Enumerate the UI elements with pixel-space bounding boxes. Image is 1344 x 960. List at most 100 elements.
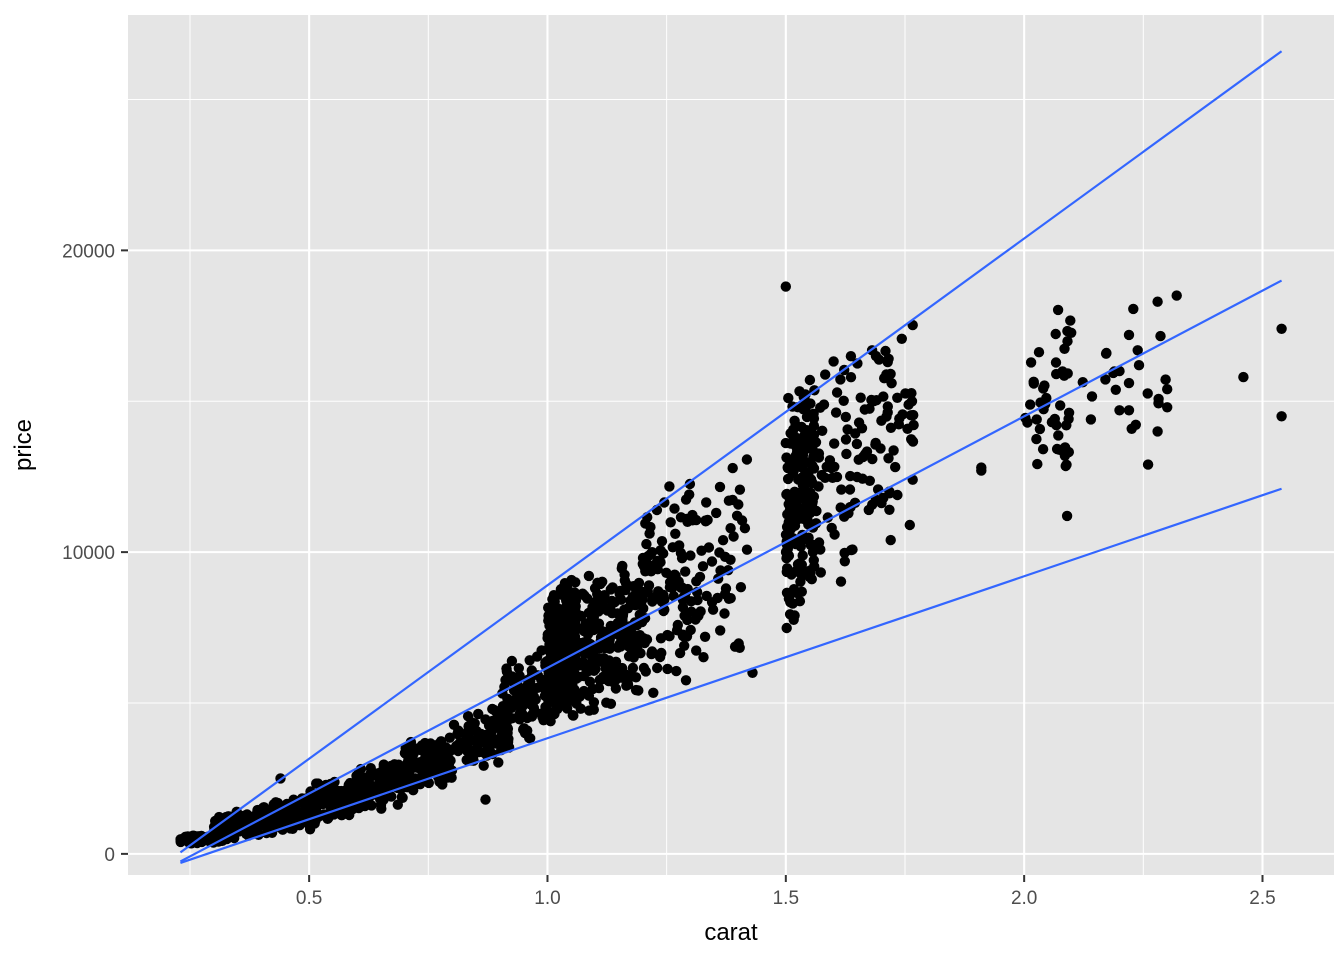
data-point <box>1238 371 1249 383</box>
data-point <box>1123 377 1135 389</box>
data-point <box>396 791 408 803</box>
data-point <box>257 818 268 830</box>
data-point <box>440 742 451 753</box>
data-point <box>496 730 507 741</box>
x-tick-label: 1.5 <box>773 888 799 909</box>
data-point <box>1059 343 1070 354</box>
data-point <box>524 732 535 744</box>
data-point <box>697 561 709 572</box>
data-point <box>659 497 670 508</box>
data-point <box>633 685 644 696</box>
data-point <box>1085 414 1097 425</box>
data-point <box>976 462 987 473</box>
data-point <box>884 504 895 515</box>
data-point <box>243 826 255 837</box>
data-point <box>781 622 792 634</box>
data-point <box>795 541 806 552</box>
data-point <box>875 443 886 454</box>
data-point <box>677 602 689 613</box>
data-point <box>375 799 387 810</box>
x-tick-label: 2.5 <box>1249 888 1275 909</box>
data-point <box>568 710 579 721</box>
data-point <box>367 787 378 799</box>
data-point <box>1031 414 1042 425</box>
data-point <box>586 605 597 617</box>
data-point <box>671 665 682 677</box>
data-point <box>723 495 735 506</box>
data-point <box>882 407 893 418</box>
data-point <box>1110 384 1122 395</box>
data-point <box>902 423 913 434</box>
data-point <box>268 799 279 810</box>
data-point <box>787 598 798 609</box>
data-point <box>493 757 504 768</box>
data-point <box>1128 303 1139 315</box>
data-point <box>1055 400 1066 411</box>
data-point <box>723 593 735 604</box>
data-point <box>589 583 601 594</box>
data-point <box>1086 391 1098 402</box>
data-point <box>1142 459 1154 470</box>
data-point <box>648 687 659 698</box>
data-point <box>1041 392 1052 404</box>
data-point <box>1028 378 1040 389</box>
data-point <box>892 489 903 501</box>
data-point <box>617 560 628 572</box>
data-point <box>792 559 804 570</box>
data-point <box>706 556 718 567</box>
data-point <box>512 696 524 707</box>
data-point <box>549 676 560 687</box>
data-point <box>715 565 726 576</box>
minor-gridlines <box>128 15 1334 875</box>
data-point <box>1059 442 1071 453</box>
data-point <box>605 698 617 709</box>
y-tick-label: 0 <box>104 845 115 866</box>
data-point <box>796 421 807 433</box>
data-point <box>1062 325 1073 337</box>
data-point <box>650 593 661 604</box>
data-point <box>554 611 566 622</box>
data-point <box>652 662 663 674</box>
data-point <box>548 667 559 679</box>
data-point <box>881 369 892 380</box>
y-tick-label: 20000 <box>62 241 115 262</box>
data-point <box>789 490 800 502</box>
data-point <box>701 590 712 602</box>
data-point <box>719 608 730 619</box>
data-point <box>359 800 371 812</box>
data-point <box>597 674 608 685</box>
data-point <box>535 708 547 719</box>
data-point <box>591 657 603 668</box>
data-point <box>561 703 573 714</box>
data-point <box>698 652 709 663</box>
fit-line <box>179 279 1283 863</box>
data-point <box>606 595 618 607</box>
data-point <box>1057 366 1068 377</box>
data-point <box>794 437 805 449</box>
data-point <box>674 540 685 551</box>
data-point <box>1152 296 1163 307</box>
data-point <box>1155 330 1166 342</box>
data-point <box>1065 315 1076 326</box>
data-point <box>1130 419 1142 430</box>
data-point <box>611 671 623 683</box>
data-point <box>782 521 794 532</box>
data-point <box>462 711 474 722</box>
data-point <box>543 694 554 705</box>
data-point <box>622 677 633 688</box>
data-point <box>551 652 562 663</box>
data-point <box>1152 426 1163 437</box>
data-point <box>1142 388 1153 399</box>
data-point <box>1061 510 1073 522</box>
data-point <box>851 438 863 450</box>
data-point <box>502 723 514 734</box>
data-point <box>436 756 447 767</box>
data-point <box>680 566 691 577</box>
data-point <box>638 662 650 674</box>
data-point <box>864 403 875 414</box>
data-point <box>734 484 746 495</box>
data-point <box>1025 399 1036 410</box>
data-point <box>1053 430 1064 441</box>
data-point <box>583 666 594 677</box>
data-point <box>646 646 658 657</box>
